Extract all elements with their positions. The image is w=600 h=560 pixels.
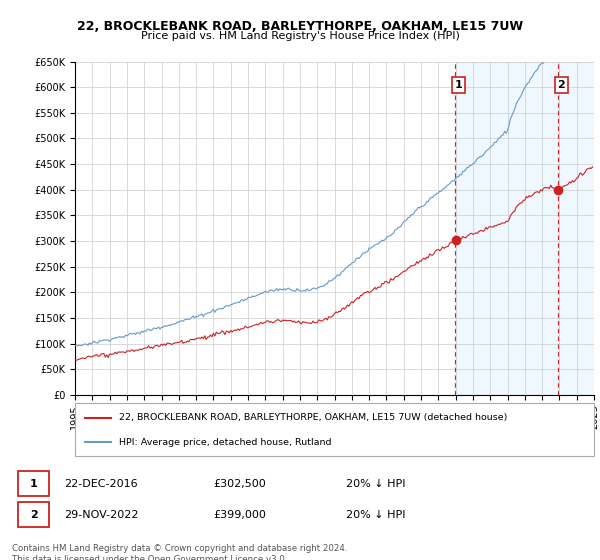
Text: 20% ↓ HPI: 20% ↓ HPI: [346, 510, 406, 520]
Text: Price paid vs. HM Land Registry's House Price Index (HPI): Price paid vs. HM Land Registry's House …: [140, 31, 460, 41]
Text: £302,500: £302,500: [214, 479, 266, 489]
Text: £399,000: £399,000: [214, 510, 266, 520]
FancyBboxPatch shape: [18, 472, 49, 496]
Text: HPI: Average price, detached house, Rutland: HPI: Average price, detached house, Rutl…: [119, 437, 332, 446]
Text: 2: 2: [30, 510, 37, 520]
FancyBboxPatch shape: [18, 502, 49, 527]
Text: Contains HM Land Registry data © Crown copyright and database right 2024.
This d: Contains HM Land Registry data © Crown c…: [12, 544, 347, 560]
FancyBboxPatch shape: [75, 403, 594, 456]
Text: 22-DEC-2016: 22-DEC-2016: [64, 479, 137, 489]
Text: 1: 1: [454, 80, 462, 90]
Text: 1: 1: [30, 479, 37, 489]
Bar: [455, 62, 594, 395]
Text: 2: 2: [557, 80, 565, 90]
Text: 22, BROCKLEBANK ROAD, BARLEYTHORPE, OAKHAM, LE15 7UW (detached house): 22, BROCKLEBANK ROAD, BARLEYTHORPE, OAKH…: [119, 413, 508, 422]
Text: 22, BROCKLEBANK ROAD, BARLEYTHORPE, OAKHAM, LE15 7UW: 22, BROCKLEBANK ROAD, BARLEYTHORPE, OAKH…: [77, 20, 523, 32]
Text: 20% ↓ HPI: 20% ↓ HPI: [346, 479, 406, 489]
Text: 29-NOV-2022: 29-NOV-2022: [64, 510, 139, 520]
